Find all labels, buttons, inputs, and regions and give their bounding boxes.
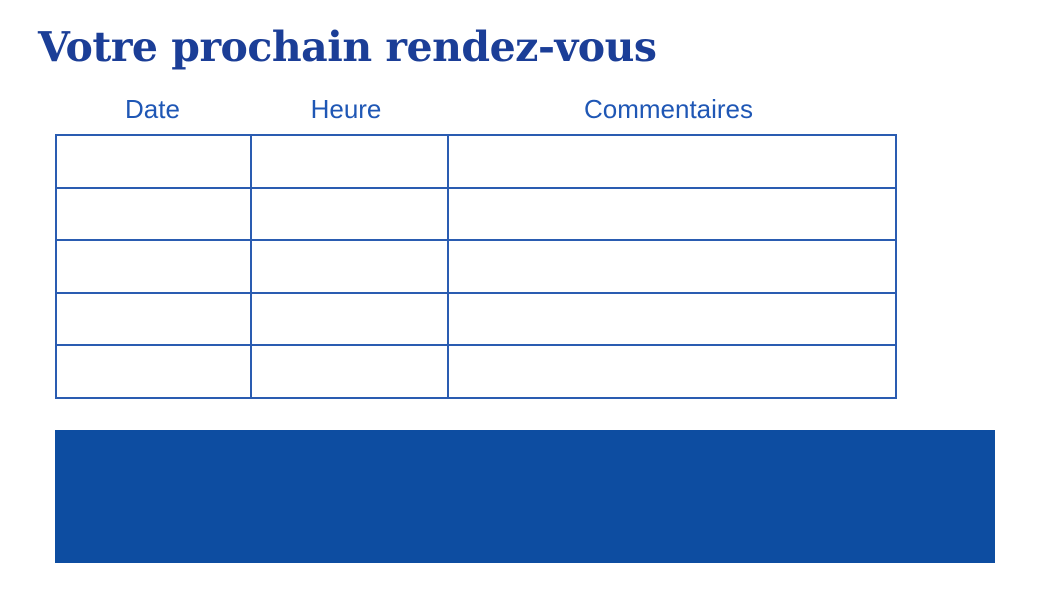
table-cell-heure (250, 239, 449, 294)
table-cell-date (55, 239, 252, 294)
appointments-table (55, 134, 897, 399)
table-cell-commentaires (447, 239, 897, 294)
table-row (55, 291, 897, 346)
table-cell-date (55, 186, 252, 241)
table-cell-heure (250, 291, 449, 346)
table-cell-heure (250, 134, 449, 189)
column-header-commentaires: Commentaires (583, 94, 754, 124)
table-cell-commentaires (447, 186, 897, 241)
table-row (55, 344, 897, 399)
page-title: Votre prochain rendez-vous (38, 23, 657, 71)
table-cell-date (55, 344, 252, 399)
table-cell-date (55, 291, 252, 346)
table-row (55, 239, 897, 294)
table-row (55, 134, 897, 189)
table-cell-heure (250, 344, 449, 399)
column-header-date: Date (125, 94, 180, 124)
table-cell-heure (250, 186, 449, 241)
footer-color-block (55, 430, 995, 563)
table-row (55, 186, 897, 241)
table-column-headers: Date Heure Commentaires (55, 94, 895, 125)
column-header-heure: Heure (310, 94, 382, 124)
table-cell-date (55, 134, 252, 189)
table-cell-commentaires (447, 134, 897, 189)
table-cell-commentaires (447, 291, 897, 346)
table-cell-commentaires (447, 344, 897, 399)
